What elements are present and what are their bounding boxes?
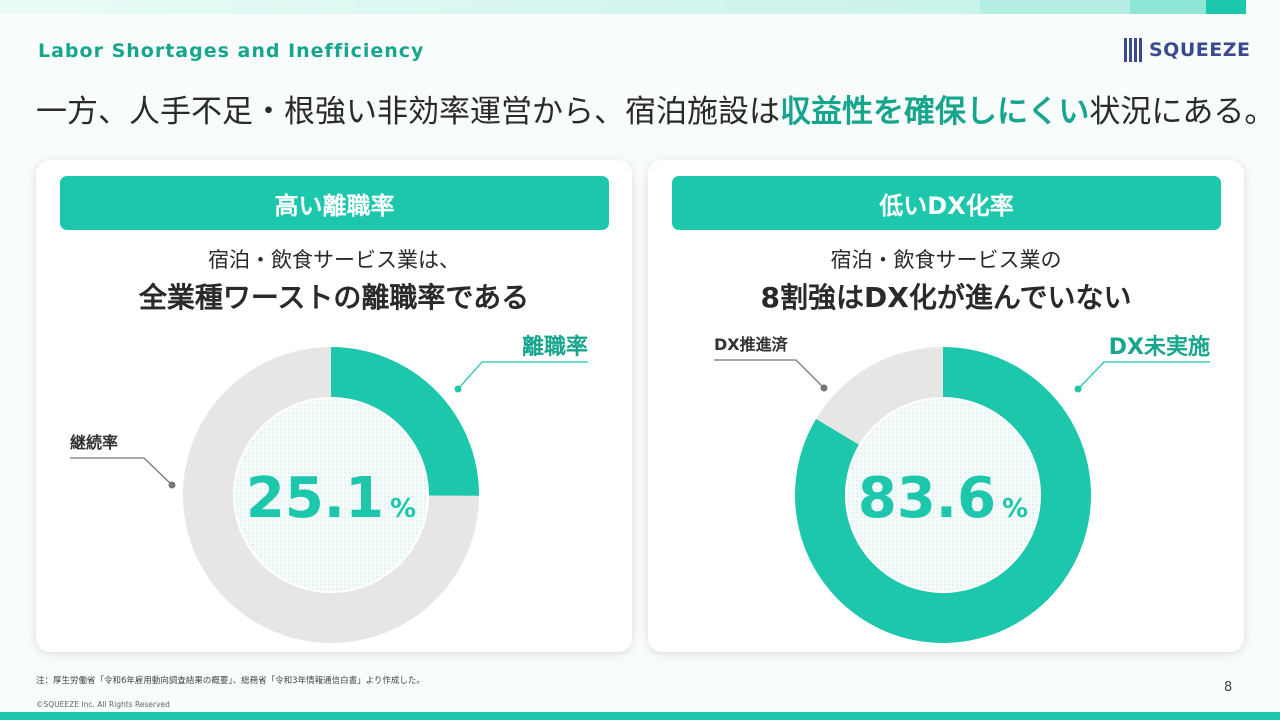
highlight-leader-dot bbox=[1074, 385, 1082, 393]
remainder-leader-line bbox=[70, 457, 173, 486]
top-accent-bar bbox=[0, 0, 1280, 14]
highlight-leader-dot bbox=[454, 385, 462, 393]
donut-slice-remainder bbox=[182, 347, 479, 643]
logo-text: SQUEEZE bbox=[1149, 39, 1251, 61]
remainder-leader-dot bbox=[168, 481, 176, 489]
turnover-card: 高い離職率 宿泊・飲食サービス業は、 全業種ワーストの離職率である 25.1% 離… bbox=[36, 160, 632, 652]
center-value-label: 83.6% bbox=[858, 466, 1028, 531]
headline-text: 一方、人手不足・根強い非効率運営から、宿泊施設は bbox=[36, 94, 780, 130]
highlight-leader-line bbox=[457, 361, 588, 390]
dx-card: 低いDX化率 宿泊・飲食サービス業の 8割強はDX化が進んでいない 83.6% D… bbox=[648, 160, 1244, 652]
remainder-label: DX推進済 bbox=[714, 335, 789, 354]
donut-center-fill bbox=[235, 399, 427, 591]
remainder-label: 継続率 bbox=[70, 433, 118, 452]
source-footnote: 注：厚生労働省「令和6年雇用動向調査結果の概要」、総務省「令和3年情報通信白書」… bbox=[36, 676, 425, 686]
page-number: 8 bbox=[1224, 680, 1233, 695]
logo-bars-icon bbox=[1124, 38, 1142, 62]
headline-end: 状況にある。 bbox=[1089, 94, 1276, 130]
bottom-accent-bar bbox=[0, 712, 1280, 720]
copyright: ©SQUEEZE Inc. All Rights Reserved bbox=[36, 700, 170, 709]
card-statement: 8割強はDX化が進んでいない bbox=[760, 281, 1132, 314]
highlight-leader-line bbox=[1077, 361, 1210, 390]
remainder-leader-dot bbox=[820, 384, 828, 392]
donut-slice-remainder bbox=[816, 347, 943, 445]
dx-donut-chart: 83.6 % DX未実施 DX推進済 bbox=[714, 334, 1210, 643]
card-statement: 全業種ワーストの離職率である bbox=[138, 281, 530, 314]
card-subtitle: 宿泊・飲食サービス業の bbox=[830, 248, 1062, 272]
donut-slice-highlight bbox=[795, 347, 1091, 643]
donut-slice-highlight bbox=[331, 347, 479, 496]
donut-center-fill bbox=[847, 399, 1039, 591]
squeeze-logo: SQUEEZE bbox=[1124, 36, 1250, 64]
center-value-label: 25.1% bbox=[246, 466, 416, 531]
card-header: 高い離職率 bbox=[60, 176, 609, 230]
headline-highlight: 収益性を確保しにくい bbox=[780, 94, 1090, 130]
card-subtitle: 宿泊・飲食サービス業は、 bbox=[208, 248, 460, 272]
highlight-label: 離職率 bbox=[522, 334, 588, 360]
page-headline: 一方、人手不足・根強い非効率運営から、宿泊施設は収益性を確保しにくい状況にある。 bbox=[36, 86, 1275, 131]
remainder-leader-line bbox=[714, 359, 825, 389]
section-title: Labor Shortages and Inefficiency bbox=[38, 40, 425, 62]
card-header: 低いDX化率 bbox=[672, 176, 1221, 230]
highlight-label: DX未実施 bbox=[1109, 334, 1210, 360]
